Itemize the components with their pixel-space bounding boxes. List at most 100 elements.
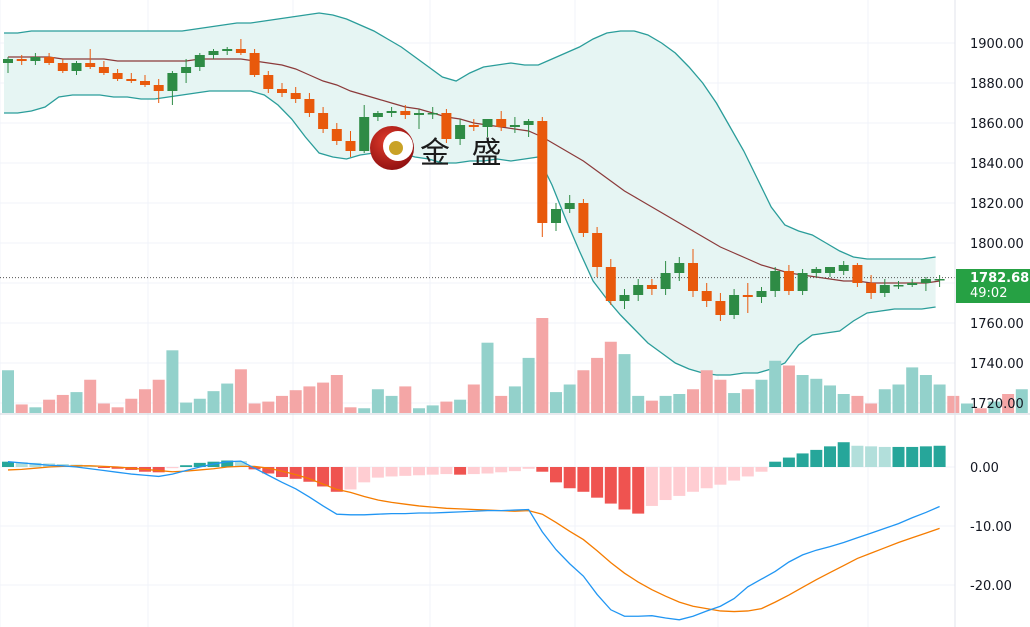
macd-histogram-bar [508,467,521,472]
volume-bar [728,393,741,413]
macd-histogram-bar [563,467,576,489]
candle-body [30,57,41,61]
candle-body [496,119,507,127]
macd-histogram-bar [111,467,124,469]
candle-body [523,121,534,125]
candle-body [277,89,287,93]
macd-histogram-bar [399,467,412,476]
candle-body [838,265,849,271]
volume-bar [906,367,919,413]
candle-body [866,283,877,293]
volume-bar [522,357,535,413]
volume-bars [2,318,1028,413]
volume-bar [70,392,83,413]
volume-bar [755,379,768,413]
macd-histogram-bar [15,462,28,467]
volume-bar [481,342,494,413]
macd-histogram-bar [673,467,686,496]
volume-bar [111,407,124,413]
candle-body [742,295,753,297]
macd-histogram-bar [618,467,631,510]
macd-histogram-bar [659,467,672,501]
price-tick-label: 1880.00 [970,77,1024,92]
current-price-tag: 1782.68 49:02 [956,269,1030,303]
macd-histogram-bar [536,467,549,472]
volume-bar [796,375,809,413]
macd-histogram-bar [371,467,384,478]
volume-bar [495,395,508,413]
macd-histogram-bar [330,467,343,492]
candle-body [482,119,493,127]
macd-histogram-bar [906,446,919,467]
macd-histogram-bar [919,446,932,467]
candle-body [126,79,137,81]
macd-dif-line [7,460,940,621]
candle-body [907,283,918,285]
candle-body [509,125,520,127]
candle-body [414,113,424,115]
candle-body [770,271,781,291]
macd-histogram-bar [495,467,508,473]
candle-body [564,203,575,209]
price-tick-label: 1800.00 [970,237,1024,252]
volume-bar [43,399,56,413]
volume-bar [645,400,658,413]
candle-body [660,273,671,289]
volume-bar [933,384,946,413]
candle-body [893,285,904,287]
volume-bar [262,401,275,413]
watermark: 金 盛 [368,124,508,172]
volume-bar [344,407,357,413]
volume-bar [221,383,234,413]
macd-histogram-bar [878,446,891,467]
macd-histogram-bar [166,467,179,469]
candle-body [318,113,329,129]
volume-bar [467,384,480,413]
volume-bar [139,389,151,413]
candle-body [400,111,411,115]
volume-bar [2,370,14,413]
volume-bar [632,395,645,413]
volume-bar [399,386,412,413]
candle-body [359,117,370,151]
bollinger-bands [4,12,936,376]
macd-histogram-bar [234,461,247,467]
candle-body [57,63,68,71]
candle-body [208,51,219,55]
volume-bar [687,389,699,413]
volume-bar [1015,389,1028,413]
volume-bar [426,405,439,413]
macd-histogram-bar [837,442,850,467]
volume-bar [193,398,206,413]
macd-tick-label: 0.00 [970,461,999,476]
candle-body [71,63,82,71]
volume-bar [56,394,69,413]
candle-body [85,63,96,67]
volume-bar [604,341,617,413]
volume-bar [358,408,371,413]
candle-body [756,291,767,297]
macd-histogram-bar [728,467,741,481]
macd-histogram-bar [577,467,590,492]
volume-bar [741,389,754,413]
candle-body [386,111,397,113]
candle-body [222,49,233,51]
candle-body [290,93,301,99]
volume-bar [303,386,316,413]
macd-histogram-bar [262,467,275,474]
bollinger-upper-line [4,12,936,260]
candle-body [304,99,315,113]
candle-body [263,75,274,89]
candle-body [633,285,644,295]
macd-histogram-bar [440,467,453,475]
candle-body [16,59,27,61]
candle-body [249,53,260,75]
candle-body [646,285,657,289]
macd-histogram-bar [865,446,878,467]
volume-bar [84,379,97,413]
candle-body [455,125,466,139]
volume-bar [454,399,467,413]
macd-histogram-bar [824,446,836,467]
volume-bar [550,392,562,413]
